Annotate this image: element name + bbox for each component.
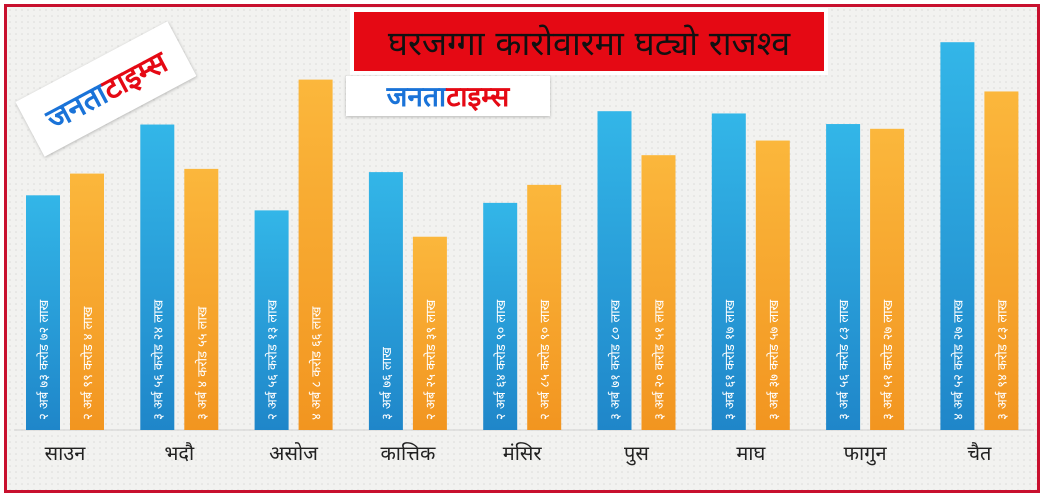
bar-a-5: [597, 111, 632, 430]
bar-b-6: [755, 140, 790, 430]
chart-title: घरजग्गा कारोवारमा घट्यो राजश्व: [354, 12, 824, 71]
bars-group: २ अर्ब ७३ करोड ७२ लाख २ अर्ब ९९ करोड ४ ला…: [26, 42, 1019, 431]
logo-part-janata: जनता: [386, 80, 447, 113]
title-box: घरजग्गा कारोवारमा घट्यो राजश्व: [350, 8, 828, 75]
bar-a-8: [940, 42, 975, 430]
category-label: असोज: [269, 441, 319, 465]
category-label: चैत: [967, 441, 992, 465]
bar-b-1: [184, 168, 219, 431]
bar-value-label: २ अर्ब २५ करोड ३९ लाख: [423, 299, 439, 420]
category-label: भदौ: [164, 441, 195, 465]
bar-value-label: २ अर्ब ५६ करोड १३ लाख: [265, 299, 281, 420]
logo-part-times: टाइम्स: [446, 80, 510, 113]
bar-b-0: [70, 173, 104, 430]
bar-b-7: [870, 128, 905, 430]
bar-value-label: २ अर्ब ८५ करोड ९० लाख: [537, 299, 553, 420]
bar-value-label: ४ अर्ब ८ करोड ६६ लाख: [309, 306, 325, 420]
category-label: पुस: [624, 441, 649, 466]
category-label: माघ: [736, 441, 766, 465]
bar-value-label: ३ अर्ब ७१ करोड ८० लाख: [608, 299, 624, 420]
bar-b-3: [412, 236, 447, 430]
bar-b-5: [641, 155, 676, 430]
bar-value-label: २ अर्ब ९९ करोड ४ लाख: [80, 306, 96, 420]
bar-value-label: ३ अर्ब ६१ करोड १७ लाख: [722, 299, 738, 420]
bar-value-label: ३ अर्ब ४ करोड ५५ लाख: [194, 306, 210, 420]
bar-value-label: २ अर्ब ६४ करोड ९० लाख: [493, 299, 509, 420]
bar-value-label: ३ अर्ब ९४ करोड ८३ लाख: [994, 299, 1010, 420]
bar-a-2: [254, 210, 289, 430]
category-labels: साउन भदौ असोज कात्तिक मंसिर पुस माघ फागुन चैत: [45, 441, 992, 466]
bar-a-4: [483, 202, 518, 430]
logo-main: जनता टाइम्स: [346, 76, 550, 116]
category-label: फागुन: [844, 441, 888, 466]
category-label: मंसिर: [503, 441, 543, 465]
bar-b-2: [298, 79, 333, 430]
bar-a-3: [368, 172, 403, 430]
bar-value-label: ३ अर्ब २० करोड ५१ लाख: [652, 299, 668, 420]
bar-a-0: [26, 195, 60, 430]
bar-b-4: [527, 184, 562, 430]
bar-a-7: [826, 124, 861, 430]
bar-value-label: ३ अर्ब ३७ करोड ५७ लाख: [766, 299, 782, 420]
bar-a-1: [140, 124, 175, 430]
bar-value-label: ४ अर्ब ५२ करोड २७ लाख: [950, 299, 966, 420]
bar-value-label: ३ अर्ब ५६ करोड २४ लाख: [150, 299, 166, 420]
bar-value-label: २ अर्ब ७३ करोड ७२ लाख: [36, 299, 52, 420]
bar-value-label: ३ अर्ब ७६ लाख: [379, 347, 395, 420]
bar-value-label: ३ अर्ब ५६ करोड ८३ लाख: [836, 299, 852, 420]
bar-a-6: [711, 113, 746, 430]
category-label: कात्तिक: [380, 441, 436, 465]
bar-value-label: ३ अर्ब ५१ करोड २७ लाख: [880, 299, 896, 420]
category-label: साउन: [45, 441, 87, 465]
bar-b-8: [984, 91, 1019, 430]
